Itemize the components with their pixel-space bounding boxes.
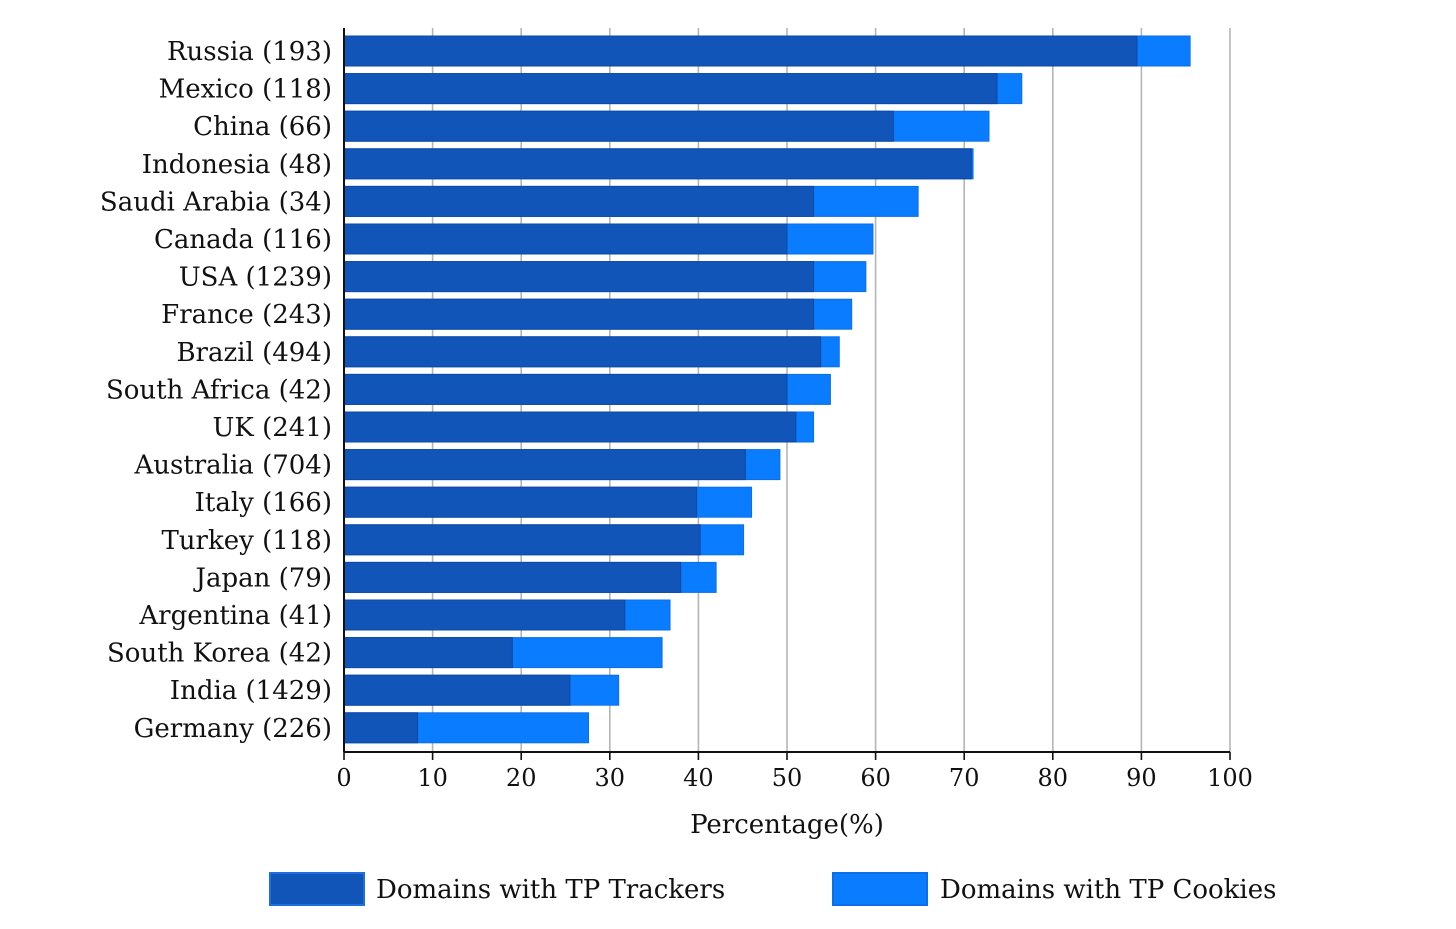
bar-trackers xyxy=(343,223,788,255)
legend-swatch xyxy=(269,872,365,906)
bar-trackers xyxy=(343,637,513,669)
x-tick-label: 40 xyxy=(683,764,714,792)
category-label: Russia (193) xyxy=(167,37,332,67)
category-label: Saudi Arabia (34) xyxy=(100,187,332,217)
x-tick-label: 70 xyxy=(949,764,980,792)
category-label: Indonesia (48) xyxy=(142,150,332,180)
bar-trackers xyxy=(343,336,822,368)
category-label: Argentina (41) xyxy=(138,601,332,631)
category-label: India (1429) xyxy=(170,676,332,706)
bar-trackers xyxy=(343,524,701,556)
x-tick-labels: 0 10 20 30 40 50 60 70 80 90 100 xyxy=(336,764,1253,792)
axis-layer xyxy=(343,28,1231,760)
bar-trackers xyxy=(343,298,815,330)
bar-trackers xyxy=(343,148,972,180)
category-label: Mexico (118) xyxy=(159,75,332,105)
category-label: Australia (704) xyxy=(133,451,332,481)
category-label: France (243) xyxy=(161,300,332,330)
bar-trackers xyxy=(343,35,1138,67)
bar-trackers xyxy=(343,561,682,593)
x-tick-label: 0 xyxy=(336,764,351,792)
x-tick-label: 10 xyxy=(417,764,448,792)
category-label: USA (1239) xyxy=(179,263,332,293)
x-tick-label: 90 xyxy=(1126,764,1157,792)
x-tick-label: 50 xyxy=(772,764,803,792)
bar-trackers xyxy=(343,73,998,105)
x-tick-label: 30 xyxy=(595,764,626,792)
category-label: China (66) xyxy=(193,112,332,142)
x-axis-title: Percentage(%) xyxy=(690,810,884,840)
bar-trackers xyxy=(343,411,797,443)
category-label: South Korea (42) xyxy=(107,639,332,669)
category-label: Canada (116) xyxy=(154,225,332,255)
bar-trackers xyxy=(343,599,626,631)
legend: Domains with TP Trackers Domains with TP … xyxy=(269,872,1276,906)
bar-trackers xyxy=(343,449,746,481)
category-label: Turkey (118) xyxy=(161,526,332,556)
bar-trackers xyxy=(343,674,571,706)
x-tick-label: 20 xyxy=(506,764,537,792)
bar-trackers xyxy=(343,373,788,405)
bar-trackers xyxy=(343,185,815,217)
bar-trackers xyxy=(343,110,894,142)
legend-label: Domains with TP Trackers xyxy=(376,875,725,905)
category-label: Germany (226) xyxy=(134,714,332,744)
category-label: South Africa (42) xyxy=(106,375,332,405)
x-tick-label: 60 xyxy=(860,764,891,792)
x-tick-label: 100 xyxy=(1207,764,1253,792)
bar-trackers xyxy=(343,486,698,518)
category-labels: Russia (193) Mexico (118) China (66) Indone… xyxy=(100,37,332,744)
legend-label: Domains with TP Cookies xyxy=(940,875,1276,905)
category-label: Japan (79) xyxy=(193,563,332,593)
category-label: Brazil (494) xyxy=(176,338,332,368)
category-label: UK (241) xyxy=(212,413,332,443)
bar-trackers xyxy=(343,261,815,293)
bar-trackers xyxy=(343,712,419,744)
category-label: Italy (166) xyxy=(195,488,332,518)
x-tick-label: 80 xyxy=(1038,764,1069,792)
bars-layer xyxy=(343,35,1191,744)
legend-swatch xyxy=(832,872,928,906)
